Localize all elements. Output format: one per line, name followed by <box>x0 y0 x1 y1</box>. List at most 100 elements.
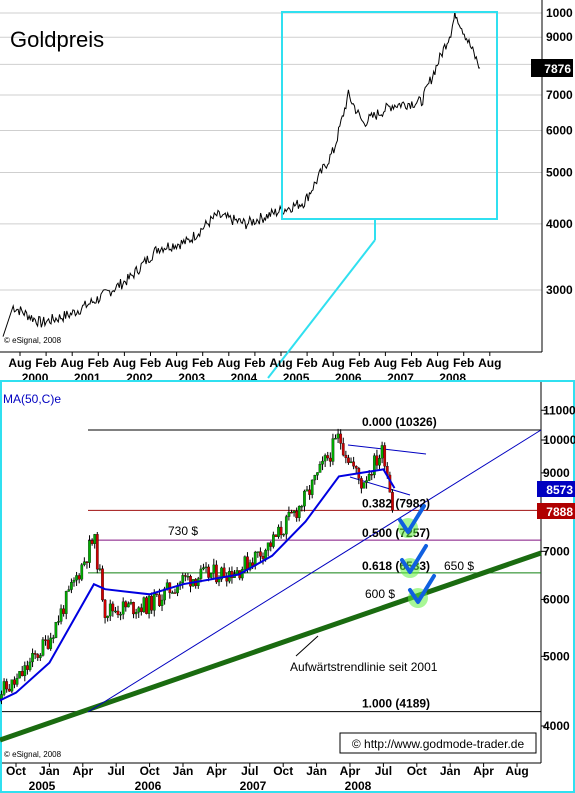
candle-body <box>256 551 260 553</box>
candle-body <box>116 610 120 615</box>
fib-500-label: 0.500 (7257) <box>362 526 430 540</box>
top-x-month-label: Feb <box>296 356 317 370</box>
watermark-text: © http://www.godmode-trader.de <box>352 737 525 751</box>
candle-body <box>334 438 337 440</box>
candle-body <box>367 474 371 481</box>
top-x-month-label: Feb <box>88 356 109 370</box>
candle-body <box>336 433 340 439</box>
bottom-x-month-label: Jan <box>440 764 461 778</box>
candle-body <box>155 593 159 595</box>
top-price-line <box>2 11 481 337</box>
candle-body <box>83 561 86 565</box>
bottom-x-month-label: Jul <box>108 764 125 778</box>
fibonacci-levels <box>2 429 541 713</box>
fib-0-label: 0.000 (10326) <box>362 415 437 429</box>
level-650-label: 650 $ <box>444 559 474 573</box>
top-last-value-badge <box>531 59 573 77</box>
candle-body <box>119 614 122 616</box>
top-x-month-label: Aug <box>374 356 397 370</box>
candle-body <box>380 445 384 459</box>
candle-body <box>290 512 293 514</box>
candle-body <box>186 576 190 578</box>
candle-body <box>243 556 247 570</box>
candle-body <box>183 575 187 577</box>
top-y-tick-label: 4000 <box>546 217 573 231</box>
candle-body <box>212 564 216 574</box>
candle-body <box>108 603 112 617</box>
wedge-lower-line <box>349 476 411 496</box>
candle-body <box>378 458 381 466</box>
zoom-frame <box>281 11 498 220</box>
bottom-x-month-label: Oct <box>6 764 26 778</box>
candle-body <box>282 533 286 536</box>
top-x-month-label: Aug <box>61 356 84 370</box>
candle-body <box>300 505 304 508</box>
moving-average-50 <box>0 468 396 702</box>
top-x-month-label: Aug <box>426 356 449 370</box>
candle-body <box>352 461 355 467</box>
candle-body <box>202 567 205 570</box>
candle-body <box>158 594 161 606</box>
candle-body <box>101 568 104 601</box>
target-checkmark <box>398 504 426 534</box>
candle-body <box>375 455 379 466</box>
candle-body <box>44 639 47 641</box>
candle-body <box>88 540 91 563</box>
bottom-y-tick-label: 4000 <box>543 719 570 733</box>
candle-body <box>292 510 296 514</box>
candle-body <box>31 653 34 663</box>
bottom-x-month-label: Jan <box>39 764 60 778</box>
target-checkmarks <box>398 504 436 608</box>
candle-body <box>10 679 14 692</box>
secondary-trend-line <box>87 429 542 713</box>
bottom-y-tick-label: 5000 <box>543 649 570 663</box>
candle-body <box>277 526 280 537</box>
top-x-month-label: Aug <box>113 356 136 370</box>
top-price-series <box>2 11 481 337</box>
candle-body <box>344 454 348 458</box>
candle-body <box>246 556 249 570</box>
candle-body <box>272 534 275 547</box>
bottom-x-month-label: Jul <box>241 764 258 778</box>
candle-body <box>2 681 6 695</box>
candle-body <box>305 489 309 492</box>
level-600-label: 600 $ <box>365 587 395 601</box>
candle-body <box>284 516 288 535</box>
candle-body <box>225 577 229 582</box>
candle-body <box>215 564 218 583</box>
candle-body <box>36 654 40 658</box>
candle-body <box>287 512 291 517</box>
candle-body <box>310 479 314 495</box>
top-x-month-label: Feb <box>349 356 370 370</box>
candle-body <box>318 464 322 473</box>
candle-body <box>181 575 185 583</box>
candle-body <box>323 455 327 462</box>
bottom-x-tick-labels: Oct Jan Apr Jul Oct Jan Apr Jul Oct Jan Apr Jul Oct J… <box>6 763 529 793</box>
top-y-tick-label: 6000 <box>546 124 573 138</box>
candle-body <box>5 681 9 690</box>
bottom-x-month-label: Jan <box>173 764 194 778</box>
top-x-month-label: Aug <box>165 356 188 370</box>
candle-body <box>54 622 58 638</box>
top-chart-background <box>0 0 575 378</box>
candle-body <box>147 595 151 614</box>
candle-body <box>28 661 32 670</box>
target-checkmark <box>408 574 436 604</box>
candle-body <box>264 550 267 559</box>
bottom-y-tick-labels: 11000 10000 9000 7000 6000 5000 4000 <box>543 403 575 733</box>
candle-body <box>51 637 55 639</box>
candle-body <box>129 602 133 604</box>
candle-body <box>132 602 135 615</box>
candle-body <box>90 540 94 544</box>
candle-body <box>331 438 335 462</box>
target-checkmark <box>400 544 428 574</box>
bottom-x-month-label: Apr <box>340 764 361 778</box>
candle-body <box>142 597 146 612</box>
candle-body <box>72 579 76 583</box>
top-y-tick-label: 7000 <box>546 88 573 102</box>
candle-body <box>64 591 68 614</box>
candle-body <box>41 639 45 656</box>
candle-body <box>139 607 143 612</box>
